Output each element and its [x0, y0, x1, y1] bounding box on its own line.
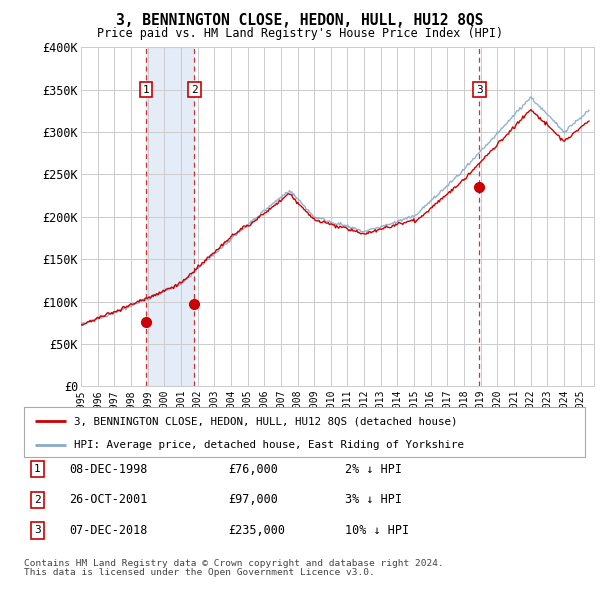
Text: 26-OCT-2001: 26-OCT-2001	[69, 493, 148, 506]
Text: £97,000: £97,000	[228, 493, 278, 506]
Text: HPI: Average price, detached house, East Riding of Yorkshire: HPI: Average price, detached house, East…	[74, 440, 464, 450]
Text: 10% ↓ HPI: 10% ↓ HPI	[345, 524, 409, 537]
Text: Price paid vs. HM Land Registry's House Price Index (HPI): Price paid vs. HM Land Registry's House …	[97, 27, 503, 40]
Text: 3, BENNINGTON CLOSE, HEDON, HULL, HU12 8QS: 3, BENNINGTON CLOSE, HEDON, HULL, HU12 8…	[116, 13, 484, 28]
Text: 1: 1	[34, 464, 41, 474]
Text: 3: 3	[476, 84, 483, 94]
Text: 2% ↓ HPI: 2% ↓ HPI	[345, 463, 402, 476]
Text: 1: 1	[143, 84, 149, 94]
Text: 3% ↓ HPI: 3% ↓ HPI	[345, 493, 402, 506]
Text: £76,000: £76,000	[228, 463, 278, 476]
Text: Contains HM Land Registry data © Crown copyright and database right 2024.: Contains HM Land Registry data © Crown c…	[24, 559, 444, 568]
Text: 08-DEC-1998: 08-DEC-1998	[69, 463, 148, 476]
Text: 2: 2	[191, 84, 198, 94]
Text: This data is licensed under the Open Government Licence v3.0.: This data is licensed under the Open Gov…	[24, 568, 375, 577]
Text: 3: 3	[34, 526, 41, 535]
Bar	[146, 47, 194, 386]
Text: 3, BENNINGTON CLOSE, HEDON, HULL, HU12 8QS (detached house): 3, BENNINGTON CLOSE, HEDON, HULL, HU12 8…	[74, 416, 458, 426]
Text: 07-DEC-2018: 07-DEC-2018	[69, 524, 148, 537]
Text: 2: 2	[34, 495, 41, 504]
Text: £235,000: £235,000	[228, 524, 285, 537]
